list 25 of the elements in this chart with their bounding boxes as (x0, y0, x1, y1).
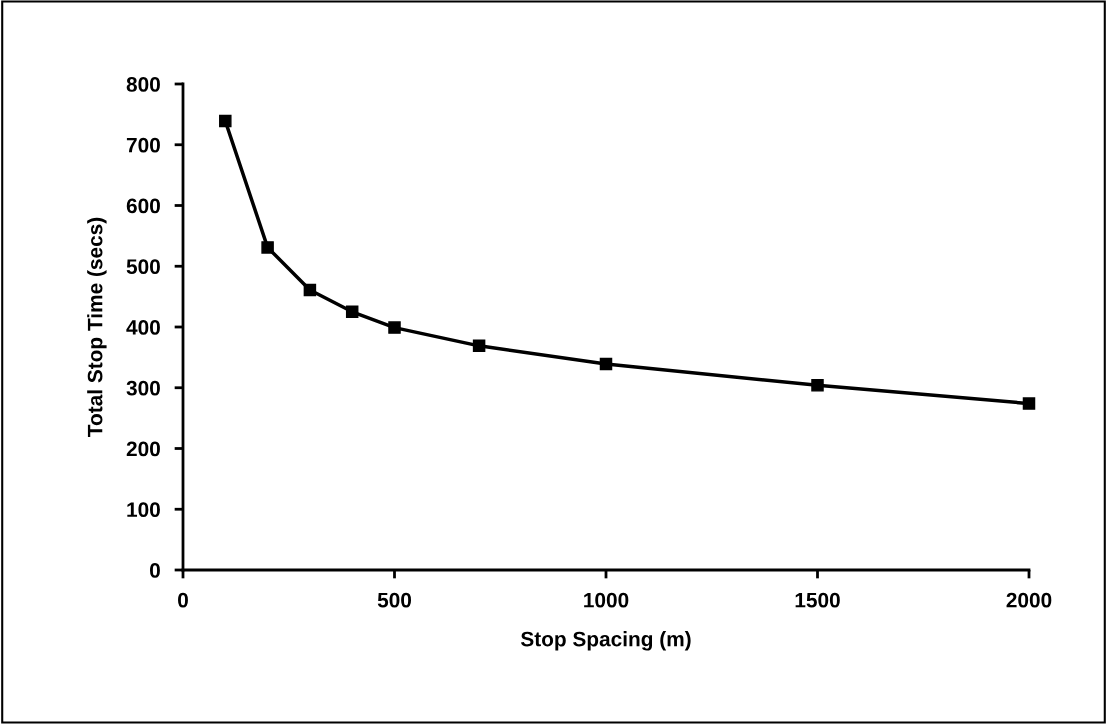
y-tick-label: 300 (126, 380, 160, 396)
y-tick-label: 700 (126, 137, 160, 153)
x-tick-label: 0 (178, 592, 188, 608)
point (219, 114, 232, 128)
point (472, 339, 486, 353)
point (261, 241, 274, 254)
point (345, 305, 359, 319)
y-tick-label: 500 (126, 259, 160, 274)
y-tick-label: 400 (126, 320, 160, 335)
x-tick-label: 500 (377, 592, 412, 608)
point (388, 321, 401, 334)
x-tick-label: 1500 (795, 592, 840, 608)
point (303, 283, 317, 297)
x-tick-label: 2000 (1006, 592, 1052, 608)
y-tick-label: 800 (126, 77, 160, 92)
y-tick-label: 100 (127, 502, 160, 517)
y-tick-label: 0 (150, 563, 160, 578)
y-axis-title: Total Stop Time (secs) (87, 217, 107, 437)
point (811, 379, 824, 392)
x-tick-label: 1000 (584, 592, 629, 608)
point (1022, 397, 1036, 410)
y-tick-label: 600 (126, 198, 160, 214)
x-axis-title: Stop Spacing (m) (520, 631, 691, 651)
y-tick-label: 200 (126, 441, 160, 457)
point (599, 357, 613, 371)
